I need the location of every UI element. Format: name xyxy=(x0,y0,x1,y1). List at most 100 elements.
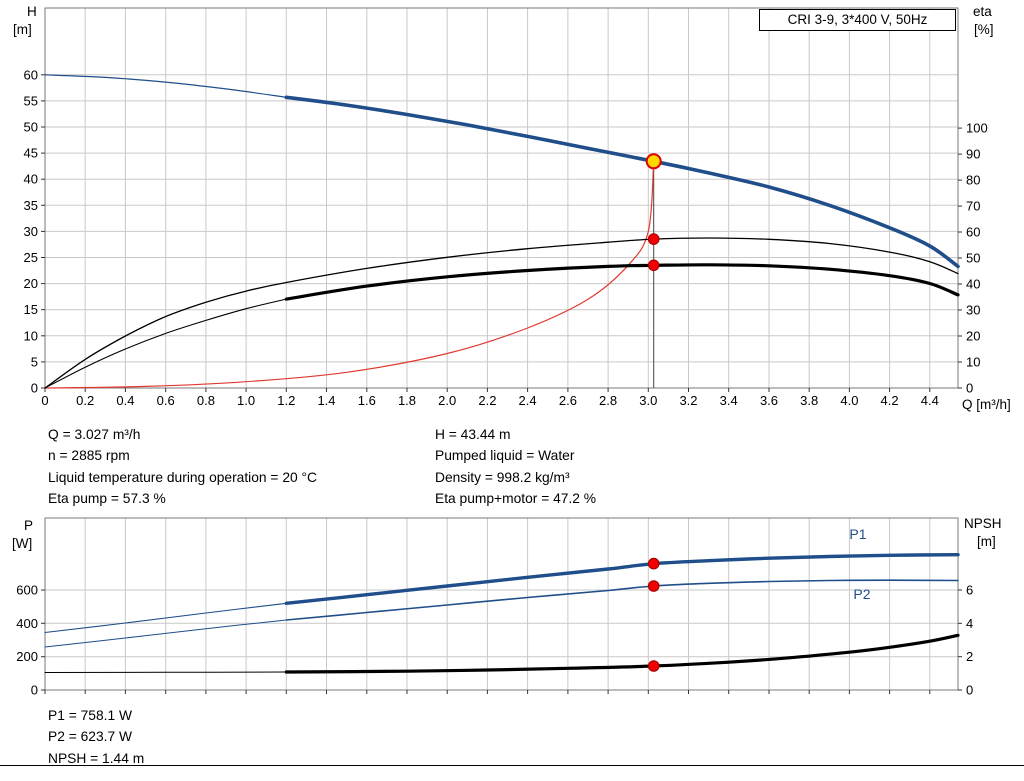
svg-text:0.6: 0.6 xyxy=(157,393,175,408)
info-line-eta-pump: Eta pump = 57.3 % xyxy=(48,491,166,507)
info-line-temp: Liquid temperature during operation = 20… xyxy=(48,469,317,485)
p-axis-unit: [W] xyxy=(12,536,33,551)
svg-text:10: 10 xyxy=(966,355,980,370)
svg-text:25: 25 xyxy=(24,250,38,265)
svg-text:2: 2 xyxy=(966,649,973,664)
svg-text:55: 55 xyxy=(24,93,38,108)
svg-text:4: 4 xyxy=(966,616,973,631)
duty-point-eta-pump xyxy=(647,233,660,245)
npsh-axis-label: NPSH xyxy=(964,516,1002,531)
svg-text:2.4: 2.4 xyxy=(519,393,537,408)
qh-eta-chart: 0 5 10 15 20 25 30 35 40 45 50 55 60 0 10 20 30 40 50 60 70 8… xyxy=(24,7,988,408)
eta-pump-motor-curve xyxy=(284,263,960,301)
h-axis-label: H xyxy=(27,4,37,19)
duty-point-p1 xyxy=(647,557,660,570)
power-info: P1 = 758.1 W P2 = 623.7 W NPSH = 1.44 m xyxy=(48,705,144,769)
svg-text:200: 200 xyxy=(16,649,38,664)
svg-text:0.4: 0.4 xyxy=(116,393,134,408)
p2-curve-label: P2 xyxy=(853,586,870,602)
svg-text:30: 30 xyxy=(24,224,38,239)
svg-text:100: 100 xyxy=(966,121,988,136)
svg-text:5: 5 xyxy=(31,354,38,369)
svg-text:50: 50 xyxy=(24,120,38,135)
svg-text:1.0: 1.0 xyxy=(237,393,255,408)
svg-text:20: 20 xyxy=(966,329,980,344)
info-line-h: H = 43.44 m xyxy=(435,427,511,442)
svg-text:4.4: 4.4 xyxy=(921,393,939,408)
duty-point-qh xyxy=(645,153,662,170)
svg-text:70: 70 xyxy=(966,199,980,214)
svg-text:3.2: 3.2 xyxy=(679,393,697,408)
svg-text:20: 20 xyxy=(24,276,38,291)
info-line-density: Density = 998.2 kg/m³ xyxy=(435,469,570,485)
eta-axis-unit: [%] xyxy=(974,22,994,37)
svg-text:35: 35 xyxy=(24,198,38,213)
svg-text:600: 600 xyxy=(16,583,38,598)
svg-text:0: 0 xyxy=(966,683,973,698)
svg-text:1.8: 1.8 xyxy=(398,393,416,408)
info-line-eta-pump-motor: Eta pump+motor = 47.2 % xyxy=(435,491,597,507)
operating-point-info-right: H = 43.44 m Pumped liquid = Water Densit… xyxy=(435,424,596,510)
svg-text:0: 0 xyxy=(31,683,38,698)
svg-text:40: 40 xyxy=(24,172,38,187)
p-axis-label: P xyxy=(24,518,34,533)
duty-point-npsh xyxy=(647,660,660,672)
svg-text:10: 10 xyxy=(24,328,38,343)
svg-text:1.4: 1.4 xyxy=(317,393,335,408)
duty-point-p2 xyxy=(647,580,660,592)
q-axis-label: Q [m³/h] xyxy=(962,397,1011,412)
svg-text:1.6: 1.6 xyxy=(358,393,376,408)
operating-point-info-left: Q = 3.027 m³/h n = 2885 rpm Liquid tempe… xyxy=(48,424,317,510)
npsh-axis-unit: [m] xyxy=(977,534,996,549)
info-line-liquid: Pumped liquid = Water xyxy=(435,448,575,464)
info-line-npsh: NPSH = 1.44 m xyxy=(48,750,145,766)
power-npsh-chart: 0 200 400 600 0 2 4 6 P1 P2 xyxy=(16,517,973,698)
eta-pump-curve xyxy=(44,237,959,389)
svg-text:6: 6 xyxy=(966,583,973,598)
svg-text:1.2: 1.2 xyxy=(277,393,295,408)
svg-text:4.0: 4.0 xyxy=(840,393,858,408)
p1-curve-ext xyxy=(44,602,287,634)
p1-curve-label: P1 xyxy=(849,526,866,542)
info-line-p2: P2 = 623.7 W xyxy=(48,729,132,745)
svg-text:2.6: 2.6 xyxy=(559,393,577,408)
pump-model-label: CRI 3-9, 3*400 V, 50Hz xyxy=(759,9,956,31)
info-line-n: n = 2885 rpm xyxy=(48,448,130,464)
npsh-curve xyxy=(284,633,960,674)
svg-text:50: 50 xyxy=(966,251,980,266)
h-axis-unit: [m] xyxy=(13,22,32,37)
svg-text:2.0: 2.0 xyxy=(438,393,456,408)
info-line-q: Q = 3.027 m³/h xyxy=(48,427,141,442)
svg-text:0.8: 0.8 xyxy=(197,393,215,408)
svg-text:2.2: 2.2 xyxy=(478,393,496,408)
svg-text:80: 80 xyxy=(966,173,980,188)
svg-text:40: 40 xyxy=(966,277,980,292)
svg-text:60: 60 xyxy=(966,225,980,240)
svg-text:400: 400 xyxy=(16,616,38,631)
svg-text:3.4: 3.4 xyxy=(720,393,738,408)
svg-text:90: 90 xyxy=(966,147,980,162)
p2-curve-ext xyxy=(44,619,287,648)
svg-text:30: 30 xyxy=(966,303,980,318)
svg-text:0: 0 xyxy=(41,393,48,408)
svg-text:15: 15 xyxy=(24,302,38,317)
svg-text:0.2: 0.2 xyxy=(76,393,94,408)
eta-pump-motor-ext xyxy=(44,298,287,389)
svg-text:0: 0 xyxy=(31,381,38,396)
footer-divider xyxy=(0,765,1024,766)
svg-text:3.0: 3.0 xyxy=(639,393,657,408)
svg-text:3.8: 3.8 xyxy=(800,393,818,408)
svg-text:60: 60 xyxy=(24,67,38,82)
svg-text:4.2: 4.2 xyxy=(881,393,899,408)
head-curve-ext xyxy=(44,74,287,98)
npsh-curve-ext xyxy=(44,671,287,673)
svg-text:2.8: 2.8 xyxy=(599,393,617,408)
system-curve xyxy=(44,160,655,389)
duty-point-eta-pump-motor xyxy=(647,259,660,272)
info-line-p1: P1 = 758.1 W xyxy=(48,708,132,723)
svg-text:0: 0 xyxy=(966,381,973,396)
svg-text:3.6: 3.6 xyxy=(760,393,778,408)
eta-axis-label: eta xyxy=(973,4,992,19)
